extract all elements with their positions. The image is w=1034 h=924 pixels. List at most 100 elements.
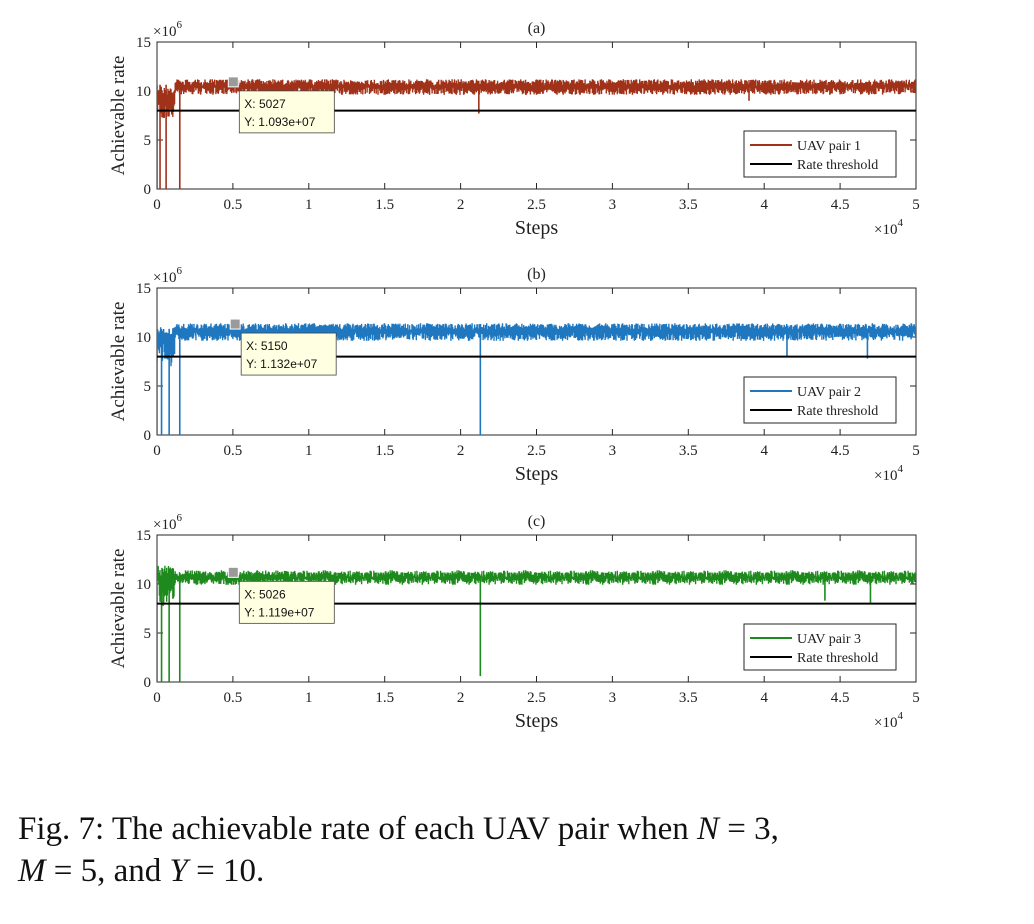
x-tick-label: 3.5	[679, 197, 698, 213]
legend: UAV pair 1 Rate threshold	[743, 130, 897, 178]
panel-label: (c)	[528, 513, 546, 530]
caption-m-variable: M	[18, 853, 46, 889]
x-tick-label: 2.5	[527, 690, 546, 706]
legend-box	[743, 623, 897, 671]
x-multiplier-exponent: 4	[897, 217, 903, 229]
legend-label-2: Rate threshold	[797, 651, 878, 666]
series-line-3	[157, 565, 916, 607]
datatip-y: Y: 1.093e+07	[244, 115, 315, 129]
datatip-background	[238, 580, 335, 624]
x-tick-label: 4	[760, 690, 768, 706]
y-multiplier-exponent: 6	[176, 265, 182, 277]
x-multiplier: ×104	[874, 710, 903, 731]
x-tick-label: 1	[305, 690, 313, 706]
y-tick-label: 10	[136, 577, 151, 593]
y-axis-label: Achievable rate	[108, 302, 129, 422]
x-tick-label: 2	[457, 197, 465, 213]
x-tick-label: 0.5	[224, 443, 243, 459]
datatip-box: X: 5026 Y: 1.119e+07	[238, 580, 335, 624]
x-tick-label: 2	[457, 690, 465, 706]
series-line-1	[157, 79, 916, 120]
x-tick-label: 4.5	[831, 197, 850, 213]
x-tick-label: 4	[760, 443, 768, 459]
datatip-background	[240, 332, 337, 376]
datatip-box: X: 5027 Y: 1.093e+07	[238, 90, 335, 134]
x-tick-label: 1.5	[375, 690, 394, 706]
figure-canvas: (a)0 0.5 1 1.5 2 2.5 3 3.5 4 4.5 5051015×106×104St…	[108, 19, 920, 732]
caption-y-variable: Y	[169, 853, 188, 889]
x-tick-label: 1	[305, 443, 313, 459]
legend-label-1: UAV pair 3	[797, 632, 861, 647]
x-tick-label: 5	[912, 443, 920, 459]
datatip-x: X: 5150	[246, 339, 288, 353]
y-tick-label: 5	[144, 379, 152, 395]
x-tick-label: 2.5	[527, 197, 546, 213]
x-tick-label: 1.5	[375, 443, 394, 459]
figure-caption: Fig. 7: The achievable rate of each UAV …	[18, 808, 1028, 892]
series-group	[157, 79, 916, 189]
x-multiplier: ×104	[874, 217, 903, 238]
datatip-background	[238, 90, 335, 134]
y-tick-label: 0	[144, 675, 152, 691]
x-tick-label: 4	[760, 197, 768, 213]
datatip-x: X: 5026	[244, 587, 286, 601]
x-tick-label: 0.5	[224, 197, 243, 213]
x-multiplier: ×104	[874, 463, 903, 484]
caption-prefix: Fig. 7: The achievable rate of each UAV …	[18, 811, 698, 847]
y-tick-label: 15	[136, 281, 151, 297]
chart-panel-1: (a) 0 0.5 1 1.5 2 2.5 3 3.5 4 4.5 5 0 5 10 15×106 ×104 St…	[108, 19, 920, 239]
caption-m-value: = 5, and	[45, 853, 170, 889]
series-line-2	[157, 323, 916, 367]
x-tick-label: 2.5	[527, 443, 546, 459]
x-tick-label: 1	[305, 197, 313, 213]
x-tick-label: 0	[153, 443, 161, 459]
y-multiplier: ×106	[153, 265, 182, 286]
x-axis-label: Steps	[515, 463, 559, 485]
y-tick-label: 0	[144, 428, 152, 444]
y-tick-label: 5	[144, 133, 152, 149]
y-multiplier: ×106	[153, 19, 182, 40]
x-tick-label: 4.5	[831, 443, 850, 459]
y-tick-label: 0	[144, 182, 152, 198]
x-tick-label: 5	[912, 690, 920, 706]
y-axis-label: Achievable rate	[108, 56, 129, 176]
x-tick-label: 2	[457, 443, 465, 459]
x-multiplier-exponent: 4	[897, 463, 903, 475]
y-multiplier-exponent: 6	[176, 512, 182, 524]
caption-y-value: = 10.	[187, 853, 265, 889]
datatip-box: X: 5150 Y: 1.132e+07	[240, 332, 337, 376]
y-tick-label: 10	[136, 84, 151, 100]
caption-n-value: = 3,	[719, 811, 779, 847]
panel-label: (a)	[528, 20, 546, 37]
y-axis-label: Achievable rate	[108, 549, 129, 669]
legend: UAV pair 3 Rate threshold	[743, 623, 897, 671]
datatip-x: X: 5027	[244, 97, 286, 111]
y-tick-label: 10	[136, 330, 151, 346]
legend-label-1: UAV pair 2	[797, 385, 861, 400]
series-group	[157, 323, 916, 435]
datatip-marker	[227, 566, 239, 578]
x-tick-label: 0	[153, 690, 161, 706]
x-tick-label: 0	[153, 197, 161, 213]
x-tick-label: 0.5	[224, 690, 243, 706]
y-multiplier: ×106	[153, 512, 182, 533]
x-tick-label: 3.5	[679, 690, 698, 706]
caption-n-variable: N	[697, 811, 720, 847]
datatip-marker	[227, 76, 239, 88]
datatip-marker	[229, 318, 241, 330]
y-tick-label: 5	[144, 626, 152, 642]
x-multiplier-exponent: 4	[897, 710, 903, 722]
legend-label-1: UAV pair 1	[797, 139, 861, 154]
y-tick-label: 15	[136, 528, 151, 544]
legend-label-2: Rate threshold	[797, 158, 878, 173]
chart-panel-2: (b) 0 0.5 1 1.5 2 2.5 3 3.5 4 4.5 5 0 5 10 15×106 ×104 St…	[108, 265, 920, 485]
legend-box	[743, 130, 897, 178]
legend: UAV pair 2 Rate threshold	[743, 376, 897, 424]
x-tick-label: 3	[609, 690, 617, 706]
x-tick-label: 1.5	[375, 197, 394, 213]
x-tick-label: 3	[609, 197, 617, 213]
y-tick-label: 15	[136, 35, 151, 51]
series-group	[157, 565, 916, 682]
panel-label: (b)	[527, 266, 546, 283]
chart-panel-3: (c) 0 0.5 1 1.5 2 2.5 3 3.5 4 4.5 5 0 5 10 15×106 ×104 St…	[108, 512, 920, 732]
